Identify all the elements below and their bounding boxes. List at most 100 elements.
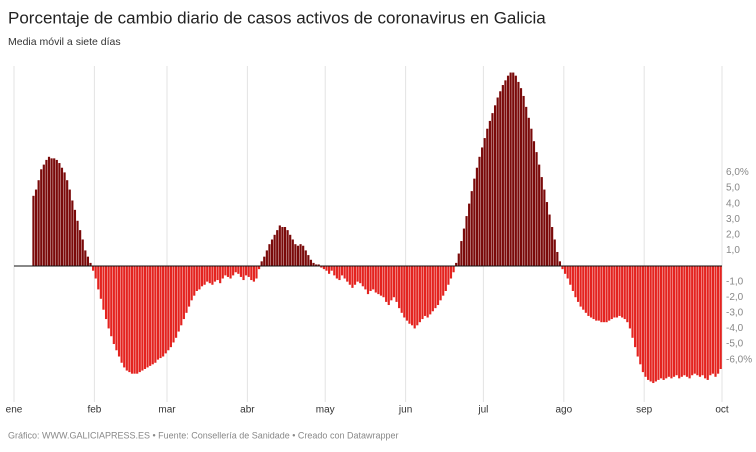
bar xyxy=(112,266,115,345)
bar xyxy=(330,266,333,271)
bar xyxy=(302,245,305,267)
bar xyxy=(558,261,562,267)
x-tick-label: ago xyxy=(555,405,572,416)
bar xyxy=(369,266,372,291)
bar xyxy=(688,266,691,379)
bar xyxy=(58,163,61,267)
bar xyxy=(654,266,657,382)
bar xyxy=(45,159,48,267)
bar xyxy=(283,227,287,267)
bar xyxy=(143,266,147,369)
bar xyxy=(296,245,300,267)
bar xyxy=(364,266,367,290)
bar xyxy=(436,266,440,306)
bar xyxy=(462,228,466,267)
bar xyxy=(538,164,541,267)
bar xyxy=(532,141,536,267)
bar xyxy=(252,266,255,282)
bar xyxy=(242,266,245,281)
bar xyxy=(84,250,87,267)
bar xyxy=(120,266,123,363)
bar xyxy=(540,177,543,267)
bar xyxy=(470,191,473,267)
bar xyxy=(613,266,616,318)
bar xyxy=(395,266,398,302)
chart-title: Porcentaje de cambio diario de casos act… xyxy=(8,8,546,27)
bar xyxy=(649,266,652,382)
bar xyxy=(382,266,385,298)
bar xyxy=(289,234,292,267)
bar xyxy=(76,220,79,267)
bar xyxy=(128,266,131,373)
bar xyxy=(167,266,170,351)
y-tick-label: 5,0 xyxy=(726,183,740,194)
bar xyxy=(348,266,351,285)
bar xyxy=(429,266,432,315)
bar xyxy=(579,266,582,307)
bar xyxy=(631,266,634,338)
bar xyxy=(418,266,421,323)
bar xyxy=(315,264,318,267)
x-tick-label: abr xyxy=(240,405,255,416)
bar xyxy=(618,266,621,316)
bar xyxy=(405,266,408,321)
bars xyxy=(32,72,722,384)
bar xyxy=(356,266,359,282)
bar xyxy=(504,80,507,267)
bar xyxy=(667,266,670,377)
bar xyxy=(589,266,593,318)
bar xyxy=(340,266,344,276)
x-tick-label: sep xyxy=(636,405,653,416)
bar xyxy=(670,266,673,379)
bar xyxy=(276,230,279,267)
bar xyxy=(576,266,580,302)
bar xyxy=(317,264,320,267)
bar xyxy=(457,253,460,267)
bar xyxy=(561,266,564,270)
bar xyxy=(63,172,66,267)
bar xyxy=(309,259,313,267)
bar xyxy=(89,262,92,267)
bar xyxy=(154,266,157,363)
bar xyxy=(123,266,126,368)
bar xyxy=(208,266,211,284)
bar xyxy=(525,106,528,267)
bar xyxy=(307,255,310,267)
bar xyxy=(104,266,108,320)
bar xyxy=(491,113,494,267)
bar xyxy=(351,266,354,288)
y-tick-label: 6,0% xyxy=(726,167,749,178)
bar xyxy=(151,266,154,365)
y-tick-label: -4,0 xyxy=(726,323,744,334)
bar xyxy=(185,266,188,313)
bar xyxy=(270,239,274,267)
bar xyxy=(99,266,102,299)
bar xyxy=(683,266,686,376)
bar xyxy=(193,266,196,296)
bar xyxy=(164,266,167,354)
bar xyxy=(37,180,40,267)
bar xyxy=(149,266,152,366)
bar xyxy=(605,266,608,323)
bar xyxy=(294,244,297,267)
bar xyxy=(473,178,476,267)
bar xyxy=(488,120,491,267)
bar xyxy=(53,158,56,267)
bar xyxy=(408,266,411,324)
bar xyxy=(641,266,644,373)
bar xyxy=(187,266,191,307)
bar xyxy=(286,230,289,267)
bar xyxy=(519,88,523,267)
bar xyxy=(410,266,414,326)
bar xyxy=(55,159,58,267)
bar xyxy=(499,91,502,267)
bar xyxy=(42,164,45,267)
bar xyxy=(486,128,489,267)
bar xyxy=(587,266,590,316)
bar xyxy=(478,156,481,267)
bar xyxy=(512,72,515,267)
bar xyxy=(377,266,380,295)
bar xyxy=(366,266,370,295)
bar xyxy=(659,266,663,379)
